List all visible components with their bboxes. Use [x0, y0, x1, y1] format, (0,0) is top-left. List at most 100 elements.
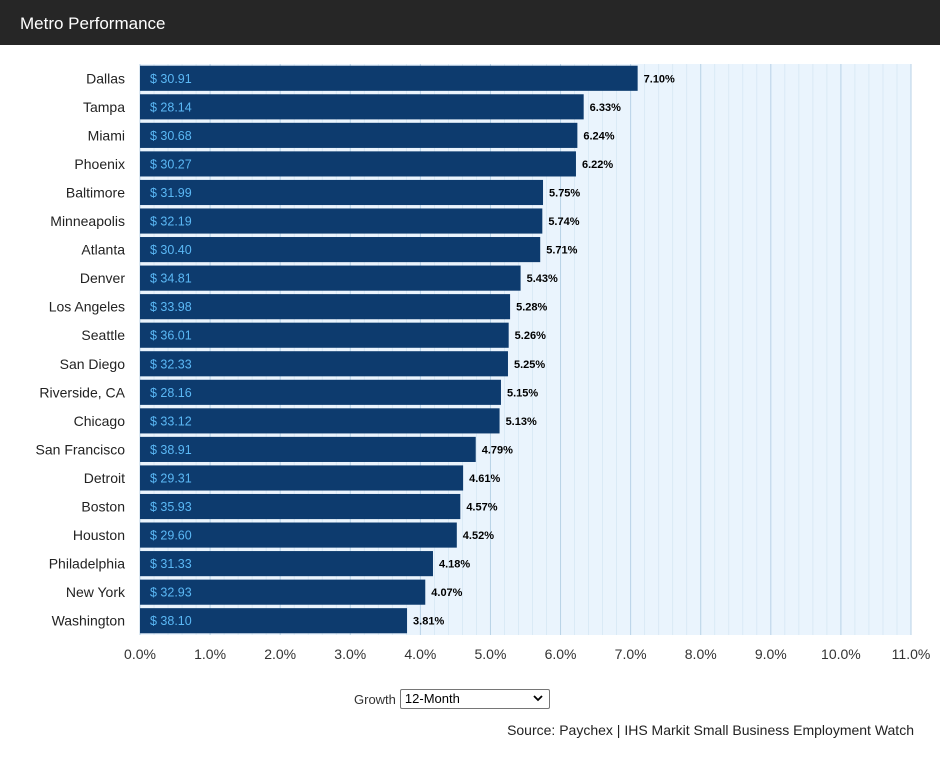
x-tick-label: 3.0% [334, 646, 366, 662]
bar-wage-label: $ 30.27 [150, 157, 192, 171]
bar [140, 294, 511, 320]
category-label: Denver [80, 270, 125, 286]
bar [140, 151, 576, 177]
bar-wage-label: $ 28.16 [150, 386, 192, 400]
bar-wage-label: $ 28.14 [150, 100, 192, 114]
x-tick-label: 10.0% [821, 646, 861, 662]
bar [140, 122, 578, 148]
bar-wage-label: $ 30.91 [150, 72, 192, 86]
category-label: Dallas [86, 70, 125, 86]
data-label: 4.61% [469, 473, 500, 485]
bar-wage-label: $ 33.98 [150, 300, 192, 314]
bar-wage-label: $ 32.33 [150, 357, 192, 371]
data-label: 5.28% [516, 302, 547, 314]
data-label: 5.75% [549, 187, 580, 199]
x-tick-label: 2.0% [264, 646, 296, 662]
data-label: 5.25% [514, 359, 545, 371]
bar-wage-label: $ 31.99 [150, 186, 192, 200]
growth-control: Growth 12-Month [354, 688, 550, 710]
bar [140, 579, 426, 605]
category-label: Chicago [74, 413, 126, 429]
bar-wage-label: $ 29.60 [150, 529, 192, 543]
bar [140, 379, 501, 405]
bar-wage-label: $ 33.12 [150, 414, 192, 428]
bar [140, 551, 433, 577]
data-label: 6.33% [590, 102, 621, 114]
bar [140, 408, 500, 434]
bar [140, 208, 543, 234]
page-title: Metro Performance [20, 14, 166, 33]
bar [140, 322, 509, 348]
category-label: San Francisco [36, 441, 126, 457]
data-label: 5.15% [507, 387, 538, 399]
x-tick-label: 8.0% [685, 646, 717, 662]
x-tick-label: 5.0% [474, 646, 506, 662]
x-tick-label: 9.0% [755, 646, 787, 662]
x-tick-label: 0.0% [124, 646, 156, 662]
x-tick-label: 6.0% [545, 646, 577, 662]
x-tick-label: 11.0% [892, 646, 931, 662]
bar-wage-label: $ 30.40 [150, 243, 192, 257]
bar-wage-label: $ 34.81 [150, 272, 192, 286]
x-tick-label: 1.0% [194, 646, 226, 662]
category-label: Minneapolis [50, 213, 125, 229]
category-label: Miami [88, 127, 125, 143]
growth-select[interactable]: 12-Month [399, 689, 550, 709]
category-label: Atlanta [81, 242, 125, 258]
data-label: 4.57% [466, 502, 497, 514]
bar [140, 265, 521, 291]
growth-label: Growth [354, 691, 396, 707]
data-label: 6.22% [582, 159, 613, 171]
bar [140, 493, 461, 520]
category-label: Los Angeles [49, 299, 125, 315]
data-label: 5.13% [506, 416, 537, 428]
bar-wage-label: $ 38.10 [150, 614, 192, 628]
growth-select-value: 12-Month [404, 691, 460, 706]
header-bar: Metro Performance [0, 0, 940, 45]
data-label: 3.81% [413, 616, 444, 628]
data-label: 5.71% [546, 245, 577, 257]
bar [140, 179, 544, 206]
bar-wage-label: $ 30.68 [150, 129, 192, 143]
bar [140, 465, 464, 491]
category-label: Seattle [81, 327, 125, 343]
plot-area [140, 64, 911, 635]
bar [140, 608, 408, 634]
data-label: 4.18% [439, 559, 470, 571]
data-label: 4.07% [431, 587, 462, 599]
category-label: Tampa [83, 99, 125, 115]
category-label: Houston [73, 527, 125, 543]
bar-wage-label: $ 35.93 [150, 500, 192, 514]
data-label: 5.74% [548, 216, 579, 228]
chevron-down-icon [533, 695, 543, 702]
bar-wage-label: $ 32.93 [150, 586, 192, 600]
bar [140, 522, 457, 548]
bar-wage-label: $ 29.31 [150, 471, 192, 485]
bar [140, 237, 541, 263]
category-label: Riverside, CA [39, 384, 125, 400]
category-label: Detroit [84, 470, 125, 486]
data-label: 5.26% [515, 330, 546, 342]
category-label: Washington [52, 613, 125, 629]
data-label: 4.79% [482, 444, 513, 456]
x-tick-label: 7.0% [615, 646, 647, 662]
bar-wage-label: $ 38.91 [150, 443, 192, 457]
data-label: 5.43% [527, 273, 558, 285]
bar [140, 436, 476, 462]
x-tick-label: 4.0% [404, 646, 436, 662]
bar [140, 94, 584, 120]
category-label: New York [66, 584, 126, 600]
source-note: Source: Paychex | IHS Markit Small Busin… [507, 722, 914, 738]
bar-wage-label: $ 32.19 [150, 215, 192, 229]
bar-chart: Dallas $ 30.91 7.10% Tampa $ 28.14 6.33% Miami… [36, 64, 931, 662]
bar [140, 65, 638, 91]
category-label: Philadelphia [49, 556, 125, 572]
bar-wage-label: $ 31.33 [150, 557, 192, 571]
category-label: Boston [81, 499, 125, 515]
data-label: 6.24% [583, 130, 614, 142]
data-label: 7.10% [644, 73, 675, 85]
category-label: Baltimore [66, 184, 125, 200]
data-label: 4.52% [463, 530, 494, 542]
bar [140, 351, 508, 377]
category-label: San Diego [60, 356, 126, 372]
